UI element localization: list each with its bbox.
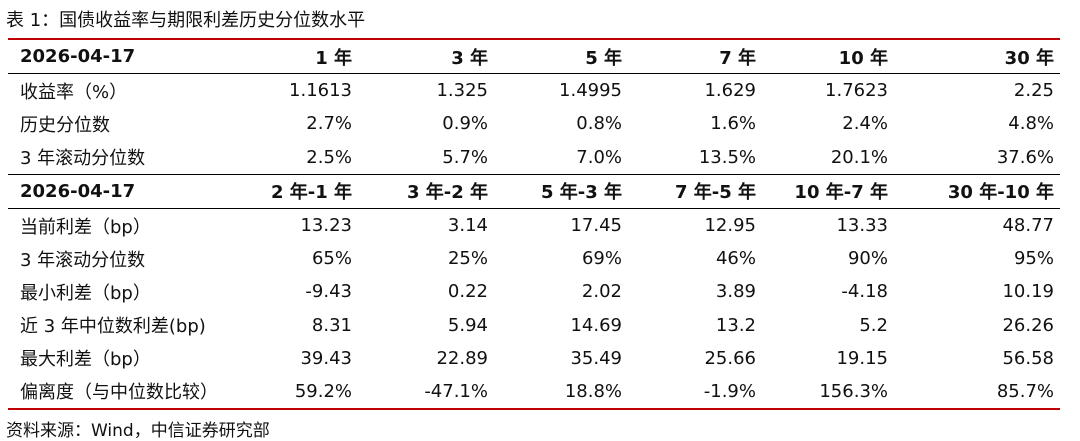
table-cell: 46% <box>715 248 756 270</box>
table-cell: 2.25 <box>1013 80 1054 102</box>
table-cell: 7 年-5 年 <box>628 173 762 209</box>
table-row: 当前利差（bp） 13.23 3.14 17.45 12.95 13.33 48.77 <box>8 208 1060 242</box>
table-cell: 3 年滚动分位数 <box>20 249 146 271</box>
table-cell: -4.18 <box>841 281 888 303</box>
table-cell: 156.3% <box>762 374 894 411</box>
table-cell: 3 年滚动分位数 <box>20 148 146 170</box>
table-cell: 69% <box>581 248 622 270</box>
table-row: 偏离度（与中位数比较） 59.2% -47.1% 18.8% -1.9% 156.3% 85… <box>8 374 1060 411</box>
table-cell: 2.5% <box>306 146 352 168</box>
table-cell: 1.4995 <box>559 80 622 102</box>
table-row: 收益率（%） 1.1613 1.325 1.4995 1.629 1.7623 2.25 <box>8 74 1060 108</box>
table-cell: 48.77 <box>1002 215 1054 237</box>
table-cell: 1.629 <box>704 80 756 102</box>
table-cell: 5.7% <box>442 146 488 168</box>
table-row: 近 3 年中位数利差(bp) 8.31 5.94 14.69 13.2 5.2 26.26 <box>8 309 1060 342</box>
table-row: 最小利差（bp） -9.43 0.22 2.02 3.89 -4.18 10.19 <box>8 275 1060 308</box>
table-cell: 3 年-2 年 <box>358 173 494 209</box>
table-cell: 17.45 <box>570 215 622 237</box>
table-cell: 7.0% <box>576 146 622 168</box>
table-cell: 4.8% <box>1008 113 1054 135</box>
table-cell: 30 年-10 年 <box>894 173 1060 209</box>
table-cell: 7 年 <box>628 38 762 75</box>
table-cell: 当前利差（bp） <box>20 216 151 238</box>
table-cell: 1.325 <box>436 80 488 102</box>
table-cell: 8.31 <box>311 314 352 336</box>
table-cell: 95% <box>1013 248 1054 270</box>
table-cell: 59.2% <box>238 374 358 411</box>
table-cell: 2 年-1 年 <box>238 173 358 209</box>
table-cell: 5.94 <box>447 314 488 336</box>
table-cell: 26.26 <box>1002 314 1054 336</box>
table-cell: 5 年 <box>494 38 628 75</box>
table-cell: 85.7% <box>894 374 1060 411</box>
table-cell: 近 3 年中位数利差(bp) <box>20 316 206 338</box>
table-cell: 13.5% <box>698 146 756 168</box>
table-cell: 2.7% <box>306 113 352 135</box>
table-cell: 5.2 <box>859 314 888 336</box>
table-cell: 5 年-3 年 <box>494 173 628 209</box>
table-cell: 3.89 <box>715 281 756 303</box>
table-cell: 18.8% <box>494 374 628 411</box>
table-cell: 19.15 <box>836 347 888 369</box>
table-cell: -47.1% <box>358 374 494 411</box>
table-cell: 0.8% <box>576 113 622 135</box>
table-cell: 13.2 <box>715 314 756 336</box>
table-cell: 偏离度（与中位数比较） <box>8 374 238 411</box>
table-cell: -1.9% <box>628 374 762 411</box>
table-cell: 39.43 <box>300 347 352 369</box>
table-row: 历史分位数 2.7% 0.9% 0.8% 1.6% 2.4% 4.8% <box>8 107 1060 140</box>
table-cell: 最小利差（bp） <box>20 282 151 304</box>
table-cell: 12.95 <box>704 215 756 237</box>
table-cell: 0.22 <box>447 281 488 303</box>
table-cell: 13.23 <box>300 215 352 237</box>
table-cell: 13.33 <box>836 215 888 237</box>
table-cell: 10.19 <box>1002 281 1054 303</box>
table-cell: 10 年 <box>762 38 894 75</box>
table-cell: 30 年 <box>894 38 1060 75</box>
table-cell: 25% <box>447 248 488 270</box>
table-row: 3 年滚动分位数 65% 25% 69% 46% 90% 95% <box>8 242 1060 275</box>
table-cell: 3 年 <box>358 38 494 75</box>
table-cell: 37.6% <box>996 146 1054 168</box>
table-cell: 1.6% <box>710 113 756 135</box>
table-cell: 10 年-7 年 <box>762 173 894 209</box>
table-cell: 56.58 <box>1002 347 1054 369</box>
table-cell: 1.7623 <box>825 80 888 102</box>
table-cell: 2026-04-17 <box>8 173 238 209</box>
table-cell: 2.02 <box>581 281 622 303</box>
table-cell: 收益率（%） <box>20 81 128 103</box>
table-title: 表 1：国债收益率与期限利差历史分位数水平 <box>6 10 366 31</box>
table-cell: 1 年 <box>238 38 358 75</box>
source-note: 资料来源：Wind，中信证券研究部 <box>6 421 270 441</box>
table-cell: 2026-04-17 <box>8 38 238 75</box>
table-cell: 14.69 <box>570 314 622 336</box>
table-cell: 90% <box>847 248 888 270</box>
table-cell: 22.89 <box>436 347 488 369</box>
table-cell: 0.9% <box>442 113 488 135</box>
table-cell: 历史分位数 <box>20 114 110 136</box>
table-cell: 65% <box>311 248 352 270</box>
table-cell: 最大利差（bp） <box>20 349 151 371</box>
table-cell: 1.1613 <box>289 80 352 102</box>
table-cell: -9.43 <box>305 281 352 303</box>
table-row: 最大利差（bp） 39.43 22.89 35.49 25.66 19.15 56.58 <box>8 342 1060 375</box>
table-cell: 35.49 <box>570 347 622 369</box>
table-cell: 3.14 <box>447 215 488 237</box>
table-row: 3 年滚动分位数 2.5% 5.7% 7.0% 13.5% 20.1% 37.6% <box>8 141 1060 175</box>
table-cell: 2.4% <box>842 113 888 135</box>
table-cell: 25.66 <box>704 347 756 369</box>
table-cell: 20.1% <box>830 146 888 168</box>
